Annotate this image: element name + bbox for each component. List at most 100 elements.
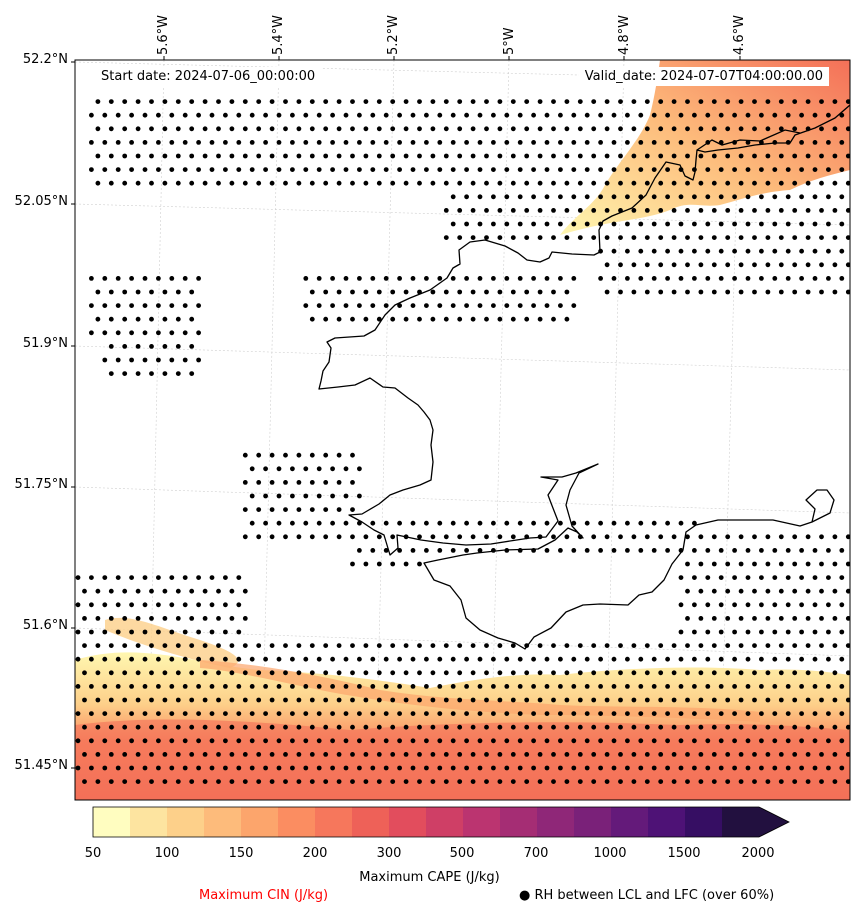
rh-dot: [283, 99, 288, 104]
rh-dot: [839, 738, 845, 744]
rh-dot: [692, 248, 697, 254]
rh-dot: [249, 466, 255, 472]
rh-dot: [698, 534, 704, 540]
rh-dot: [316, 711, 322, 716]
rh-dot: [477, 303, 483, 308]
rh-dot: [102, 765, 108, 771]
rh-dot: [477, 765, 483, 771]
rh-dot: [705, 167, 711, 173]
rh-dot: [625, 221, 630, 227]
rh-dot: [323, 670, 329, 676]
rh-dot: [376, 643, 382, 648]
rh-dot: [430, 670, 436, 676]
rh-dot: [175, 779, 181, 784]
rh-dot: [491, 684, 496, 689]
rh-dot: [343, 711, 349, 716]
rh-dot: [584, 112, 590, 118]
rh-dot: [417, 126, 422, 132]
rh-dot: [149, 724, 154, 730]
rh-dot: [102, 629, 108, 635]
rh-dot: [323, 507, 329, 512]
rh-dot: [752, 126, 757, 132]
rh-dot: [752, 779, 757, 784]
colorbar: [92, 806, 790, 838]
rh-dot: [799, 221, 804, 227]
rh-dot: [692, 548, 697, 553]
rh-dot: [316, 112, 322, 118]
rh-dot: [236, 575, 242, 580]
rh-dot: [142, 303, 148, 308]
rh-dot: [390, 724, 396, 730]
rh-dot: [839, 167, 845, 173]
rh-dot: [832, 670, 838, 676]
rh-dot: [651, 248, 657, 254]
rh-dot: [685, 289, 690, 295]
rh-dot: [584, 167, 590, 173]
rh-dot: [778, 180, 784, 186]
rh-dot: [759, 656, 764, 662]
rh-dot: [403, 289, 409, 295]
rh-dot: [249, 656, 255, 662]
rh-dot: [450, 711, 456, 716]
rh-dot: [135, 697, 141, 703]
rh-dot: [698, 724, 704, 730]
rh-dot: [477, 167, 483, 173]
rh-dot: [376, 561, 382, 567]
rh-dot: [464, 684, 469, 689]
rh-dot: [718, 112, 724, 118]
rh-dot: [759, 738, 764, 744]
rh-dot: [242, 697, 248, 703]
rh-dot: [611, 194, 617, 200]
rh-dot: [122, 126, 128, 132]
rh-dot: [618, 643, 623, 648]
rh-dot: [524, 235, 530, 241]
rh-dot: [89, 112, 94, 118]
rh-dot: [403, 643, 409, 648]
rh-dot: [571, 738, 577, 744]
rh-dot: [196, 303, 202, 308]
rh-dot: [745, 221, 751, 227]
rh-dot: [839, 656, 845, 662]
rh-dot: [303, 684, 309, 689]
rh-dot: [765, 697, 771, 703]
rh-dot: [839, 711, 845, 716]
rh-dot: [156, 330, 161, 336]
rh-dot: [330, 520, 335, 526]
rh-dot: [772, 711, 778, 716]
rh-dot: [692, 711, 697, 716]
rh-dot: [785, 738, 791, 744]
rh-dot: [799, 548, 804, 553]
rh-dot: [698, 561, 704, 567]
rh-dot: [698, 697, 704, 703]
rh-dot: [363, 779, 369, 784]
rh-dot: [142, 656, 148, 662]
rh-dot: [470, 534, 476, 540]
rh-dot: [631, 643, 637, 648]
rh-dot: [510, 534, 516, 540]
rh-dot: [390, 561, 396, 567]
rh-dot: [792, 643, 798, 648]
colorbar-extend-arrow: [759, 807, 789, 837]
rh-dot: [792, 779, 798, 784]
rh-dot: [832, 235, 838, 241]
rh-dot: [604, 235, 610, 241]
rh-dot: [805, 180, 811, 186]
rh-dot: [129, 575, 135, 580]
rh-dot: [397, 303, 402, 308]
rh-dot: [216, 779, 221, 784]
rh-dot: [745, 738, 751, 744]
rh-dot: [638, 167, 644, 173]
rh-dot: [309, 507, 315, 512]
rh-dot: [209, 140, 215, 145]
rh-dot: [752, 534, 757, 540]
rh-dot: [95, 588, 101, 594]
rh-dot: [571, 684, 577, 689]
rh-dot: [577, 208, 583, 213]
rh-dot: [269, 452, 275, 458]
rh-dot: [330, 140, 335, 145]
rh-dot: [571, 520, 577, 526]
rh-dot: [510, 697, 516, 703]
rh-dot: [611, 221, 617, 227]
rh-dot: [216, 588, 221, 594]
rh-dot: [584, 656, 590, 662]
